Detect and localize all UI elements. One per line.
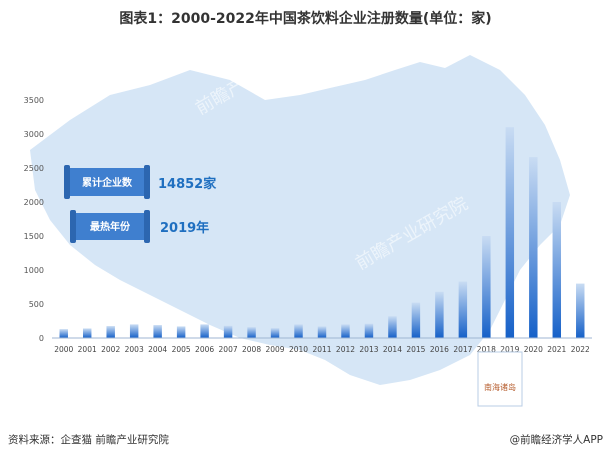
bar-2021 xyxy=(552,202,562,338)
x-tick-label: 2015 xyxy=(406,345,425,354)
bar-2015 xyxy=(411,302,421,338)
callout-total-value: 14852家 xyxy=(158,176,217,192)
x-tick-label: 2019 xyxy=(500,345,519,354)
y-tick-label: 500 xyxy=(29,300,44,309)
bar-2010 xyxy=(294,324,303,338)
bar-2009 xyxy=(270,328,280,338)
x-tick-label: 2012 xyxy=(336,345,355,354)
y-axis: 0 500 1000 1500 2000 2500 3000 3500 xyxy=(24,96,44,343)
chart-title: 图表1：2000-2022年中国茶饮料企业注册数量(单位：家) xyxy=(119,11,492,27)
x-tick-label: 2021 xyxy=(547,345,566,354)
x-tick-label: 2011 xyxy=(312,345,331,354)
brand-credit: @前瞻经济学人APP xyxy=(509,434,603,446)
callout-peak-year: 最热年份 2019年 xyxy=(70,210,209,243)
bar-2005 xyxy=(176,326,186,338)
bars xyxy=(59,127,585,338)
bar-2018 xyxy=(482,236,491,338)
y-tick-label: 2500 xyxy=(24,164,44,173)
source-note: 资料来源：企查猫 前瞻产业研究院 xyxy=(8,434,169,446)
x-tick-label: 2005 xyxy=(172,345,191,354)
x-tick-label: 2017 xyxy=(453,345,472,354)
x-tick-label: 2009 xyxy=(265,345,284,354)
y-tick-label: 3500 xyxy=(24,96,44,105)
bar-2016 xyxy=(435,291,444,338)
x-tick-label: 2018 xyxy=(477,345,496,354)
x-tick-label: 2016 xyxy=(430,345,449,354)
bar-2001 xyxy=(82,328,92,338)
callout-total: 累计企业数 14852家 xyxy=(64,165,217,199)
bar-2014 xyxy=(388,316,397,338)
y-tick-label: 3000 xyxy=(24,130,44,139)
south-china-sea-label: 南海诸岛 xyxy=(484,382,516,392)
callout-total-label: 累计企业数 xyxy=(82,176,133,189)
x-tick-label: 2000 xyxy=(54,345,73,354)
x-tick-label: 2007 xyxy=(219,345,238,354)
y-tick-label: 1500 xyxy=(24,232,44,241)
x-tick-label: 2020 xyxy=(524,345,543,354)
bar-2003 xyxy=(129,324,139,338)
x-tick-label: 2006 xyxy=(195,345,214,354)
bar-2020 xyxy=(529,157,538,338)
south-china-sea-inset: 南海诸岛 xyxy=(477,351,523,407)
bar-2013 xyxy=(364,323,374,338)
x-tick-label: 2003 xyxy=(125,345,144,354)
x-axis: 2000 2001 2002 2003 2004 2005 2006 2007 2008 2009… xyxy=(52,337,592,354)
bar-2002 xyxy=(106,326,115,338)
bar-2004 xyxy=(153,325,162,338)
callout-peak-value: 2019年 xyxy=(160,220,209,236)
x-tick-label: 2014 xyxy=(383,345,402,354)
callout-peak-label: 最热年份 xyxy=(90,220,131,233)
bar-2019 xyxy=(505,127,515,338)
x-tick-label: 2022 xyxy=(571,345,590,354)
x-tick-label: 2010 xyxy=(289,345,308,354)
y-tick-label: 0 xyxy=(39,334,44,343)
bar-2006 xyxy=(200,324,209,338)
y-tick-label: 2000 xyxy=(24,198,44,207)
x-tick-label: 2013 xyxy=(359,345,378,354)
bar-2000 xyxy=(59,329,68,338)
x-tick-label: 2002 xyxy=(101,345,120,354)
x-tick-label: 2004 xyxy=(148,345,167,354)
bar-2008 xyxy=(247,327,256,338)
x-tick-label: 2001 xyxy=(78,345,97,354)
bar-2022 xyxy=(576,283,585,338)
bar-2012 xyxy=(341,324,350,338)
china-map-silhouette xyxy=(30,55,570,385)
x-tick-label: 2008 xyxy=(242,345,261,354)
bar-2011 xyxy=(317,326,327,338)
bar-2007 xyxy=(223,325,233,338)
y-tick-label: 1000 xyxy=(24,266,44,275)
bar-2017 xyxy=(458,281,468,338)
